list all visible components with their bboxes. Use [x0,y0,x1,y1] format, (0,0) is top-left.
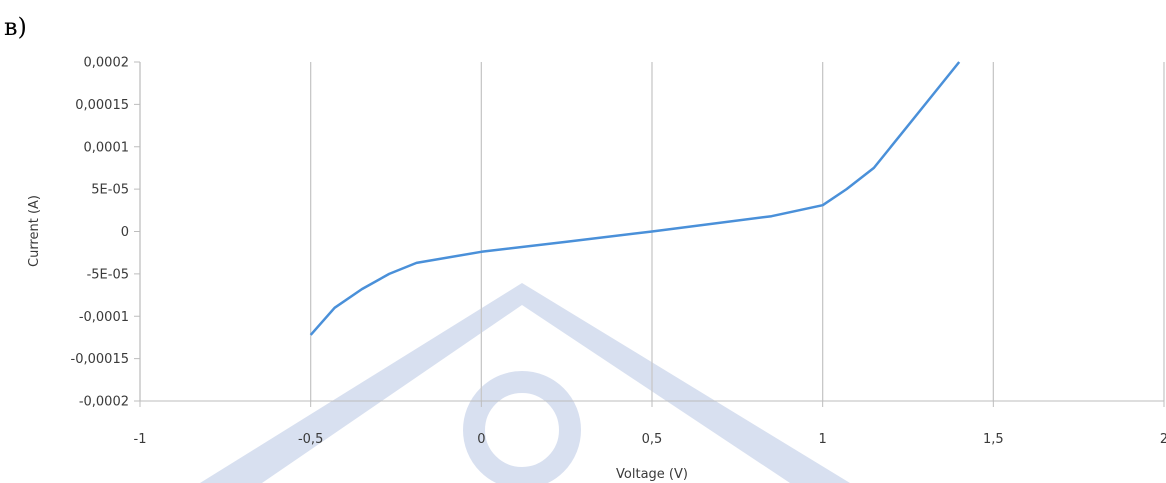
x-tick-label-4: 1 [819,432,827,447]
y-tick-label-1: 0,00015 [75,98,129,113]
tick-labels: 0,0002 0,00015 0,0001 5E-05 0 -5E-05 -0,0001 -0… [71,56,1166,448]
x-tick-label-6: 2 [1160,432,1166,447]
x-tick-label-1: -0,5 [298,432,323,447]
y-tick-label-2: 0,0001 [84,140,130,155]
y-tick-label-0: 0,0002 [84,56,130,71]
x-tick-label-5: 1,5 [983,432,1004,447]
y-tick-label-3: 5E-05 [91,183,129,198]
y-tick-label-8: -0,0002 [79,395,129,410]
watermark-ring [463,371,581,483]
y-tick-label-4: 0 [121,225,129,240]
x-tick-label-2: 0 [477,432,485,447]
y-tick-label-5: -5E-05 [87,267,129,282]
panel-label: в) [4,13,27,41]
watermark-triangle [200,283,850,483]
y-tick-label-7: -0,00015 [71,352,129,367]
watermark-logo [200,283,850,483]
x-tick-label-0: -1 [134,432,147,447]
x-axis-title: Voltage (V) [616,467,688,482]
x-tick-label-3: 0,5 [642,432,663,447]
y-tick-label-6: -0,0001 [79,310,129,325]
series-line-0 [309,61,961,336]
series-layer [309,61,961,336]
axes [134,61,1165,407]
y-axis-title: Current (A) [27,195,42,267]
